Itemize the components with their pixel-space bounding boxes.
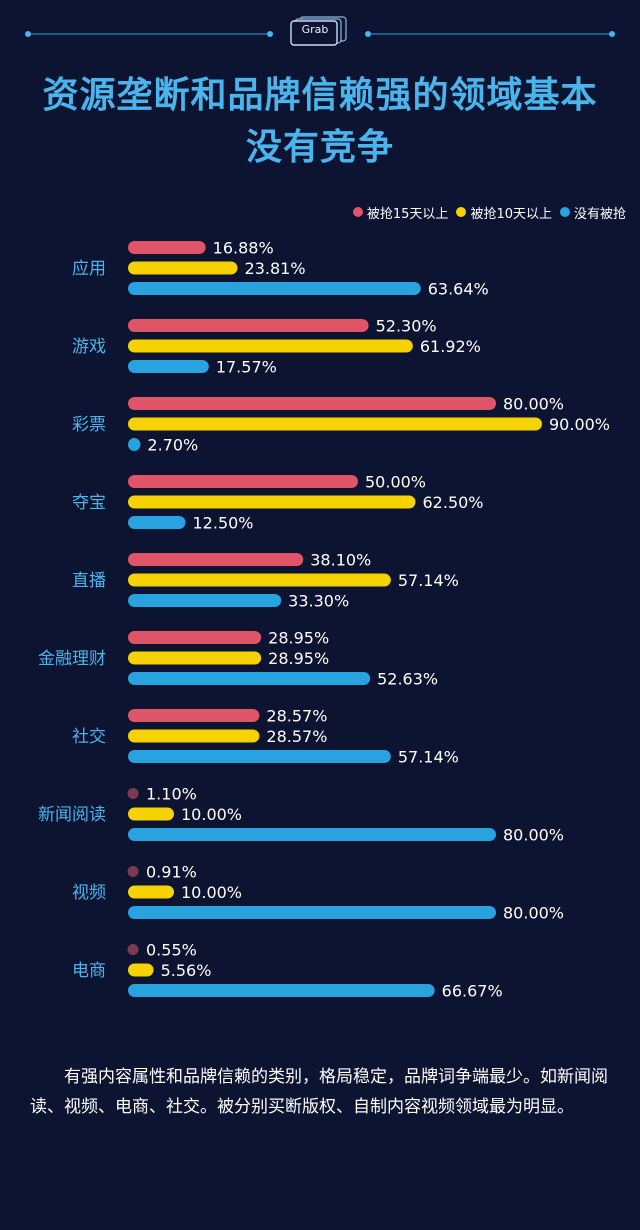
bar-value-label: 28.57% [266,707,327,726]
bar-value-label: 90.00% [549,415,610,434]
category-group-9: 电商 0.55%5.56% 66.67% [72,941,503,1001]
category-label: 社交 [72,727,106,747]
bar-value-label: 12.50% [193,514,254,533]
bar-marker [127,944,139,955]
bar-value-label: 66.67% [442,982,503,1001]
bar [128,339,413,353]
bar [128,475,358,488]
bar [128,750,391,763]
bar [128,282,421,295]
bar-value-label: 57.14% [398,571,459,590]
bar [128,573,391,587]
legend-item-15days: 被抢15天以上 [352,203,449,222]
chart-legend: 被抢15天以上 被抢10天以上 没有被抢 [352,202,626,222]
legend-dot-yellow-icon [456,207,467,217]
bar-value-label: 80.00% [503,395,564,414]
bar-value-label: 28.95% [268,629,329,648]
category-label: 视频 [72,883,106,903]
legend-item-10days: 被抢10天以上 [456,203,552,222]
bar [128,631,262,644]
bar [128,984,435,997]
category-group-1: 游戏 52.30%61.92% 17.57% [72,317,481,377]
bar-value-label: 61.92% [420,337,481,356]
bar-value-label: 10.00% [181,883,242,902]
bar-value-label: 5.56% [161,961,212,980]
title-line-1: 资源垄断和品牌信赖强的领域基本 [42,75,598,116]
bar [128,906,496,919]
bar-value-label: 28.57% [266,727,327,746]
bar [128,828,496,841]
category-label: 夺宝 [72,493,106,513]
legend-item-none: 没有被抢 [559,203,626,222]
bar-value-label: 63.64% [428,280,489,299]
bar [128,397,496,410]
legend-label-10days: 被抢10天以上 [470,206,552,222]
bar-value-label: 80.00% [503,826,564,845]
bar [128,709,260,722]
grab-badge-icon [290,16,347,46]
bar [128,261,238,275]
legend-label-15days: 被抢15天以上 [366,206,449,222]
category-label: 彩票 [72,415,106,435]
bar [128,417,542,431]
bar [128,438,141,451]
bar [128,360,209,373]
bar-marker [127,788,139,799]
bar-value-label: 28.95% [268,649,329,668]
title-line-2: 没有竞争 [245,127,394,168]
category-label: 新闻阅读 [38,805,106,825]
bar [128,651,262,665]
bar [128,553,304,566]
footnote-text: 有强内容属性和品牌信赖的类别，格局稳定，品牌词争端最少。如新闻阅读、视频、电商、… [30,1067,608,1117]
bar [128,241,206,254]
bar-value-label: 50.00% [365,473,426,492]
bar [128,495,416,509]
legend-label-none: 没有被抢 [573,206,626,222]
bar-value-label: 0.55% [146,941,197,960]
category-group-3: 夺宝 50.00%62.50% 12.50% [72,473,484,533]
bar-value-label: 10.00% [181,805,242,824]
legend-dot-red-icon [352,207,363,217]
bar-value-label: 23.81% [245,259,306,278]
bar [128,807,174,821]
category-group-7: 新闻阅读 1.10%10.00% 80.00% [38,785,564,845]
bar-value-label: 52.63% [377,670,438,689]
category-label: 金融理财 [38,649,106,669]
page-title: 资源垄断和品牌信赖强的领域基本 没有竞争 [0,70,640,174]
category-group-5: 金融理财 28.95%28.95% 52.63% [38,629,438,689]
bar-value-label: 38.10% [310,551,371,570]
header-decoration [25,31,615,37]
bar-value-label: 62.50% [423,493,484,512]
bar-value-label: 52.30% [376,317,437,336]
bar [128,672,371,685]
bar [128,729,260,743]
category-label: 应用 [72,259,106,279]
category-group-2: 彩票 80.00%90.00% 2.70% [72,395,610,455]
bar-value-label: 17.57% [216,358,277,377]
category-group-6: 社交 28.57%28.57% 57.14% [72,707,459,767]
category-label: 电商 [72,961,106,981]
bar-value-label: 16.88% [213,239,274,258]
grab-badge-label: Grab [301,23,329,36]
bar-value-label: 80.00% [503,904,564,923]
bar [128,963,154,977]
bar [128,319,369,332]
bar [128,594,282,607]
legend-dot-blue-icon [559,207,570,217]
bar-value-label: 57.14% [398,748,459,767]
bar-value-label: 1.10% [146,785,197,804]
category-group-4: 直播 38.10% 57.14% 33.30% [72,551,459,611]
bar [128,516,186,529]
category-group-0: 应用 16.88%23.81% 63.64% [72,239,489,299]
bar-value-label: 2.70% [147,436,198,455]
bar-marker [127,866,139,877]
bar-value-label: 33.30% [288,592,349,611]
category-group-8: 视频 0.91%10.00% 80.00% [72,863,564,923]
bar-value-label: 0.91% [146,863,197,882]
bar [128,885,174,899]
category-label: 直播 [72,571,106,591]
category-label: 游戏 [72,337,106,357]
